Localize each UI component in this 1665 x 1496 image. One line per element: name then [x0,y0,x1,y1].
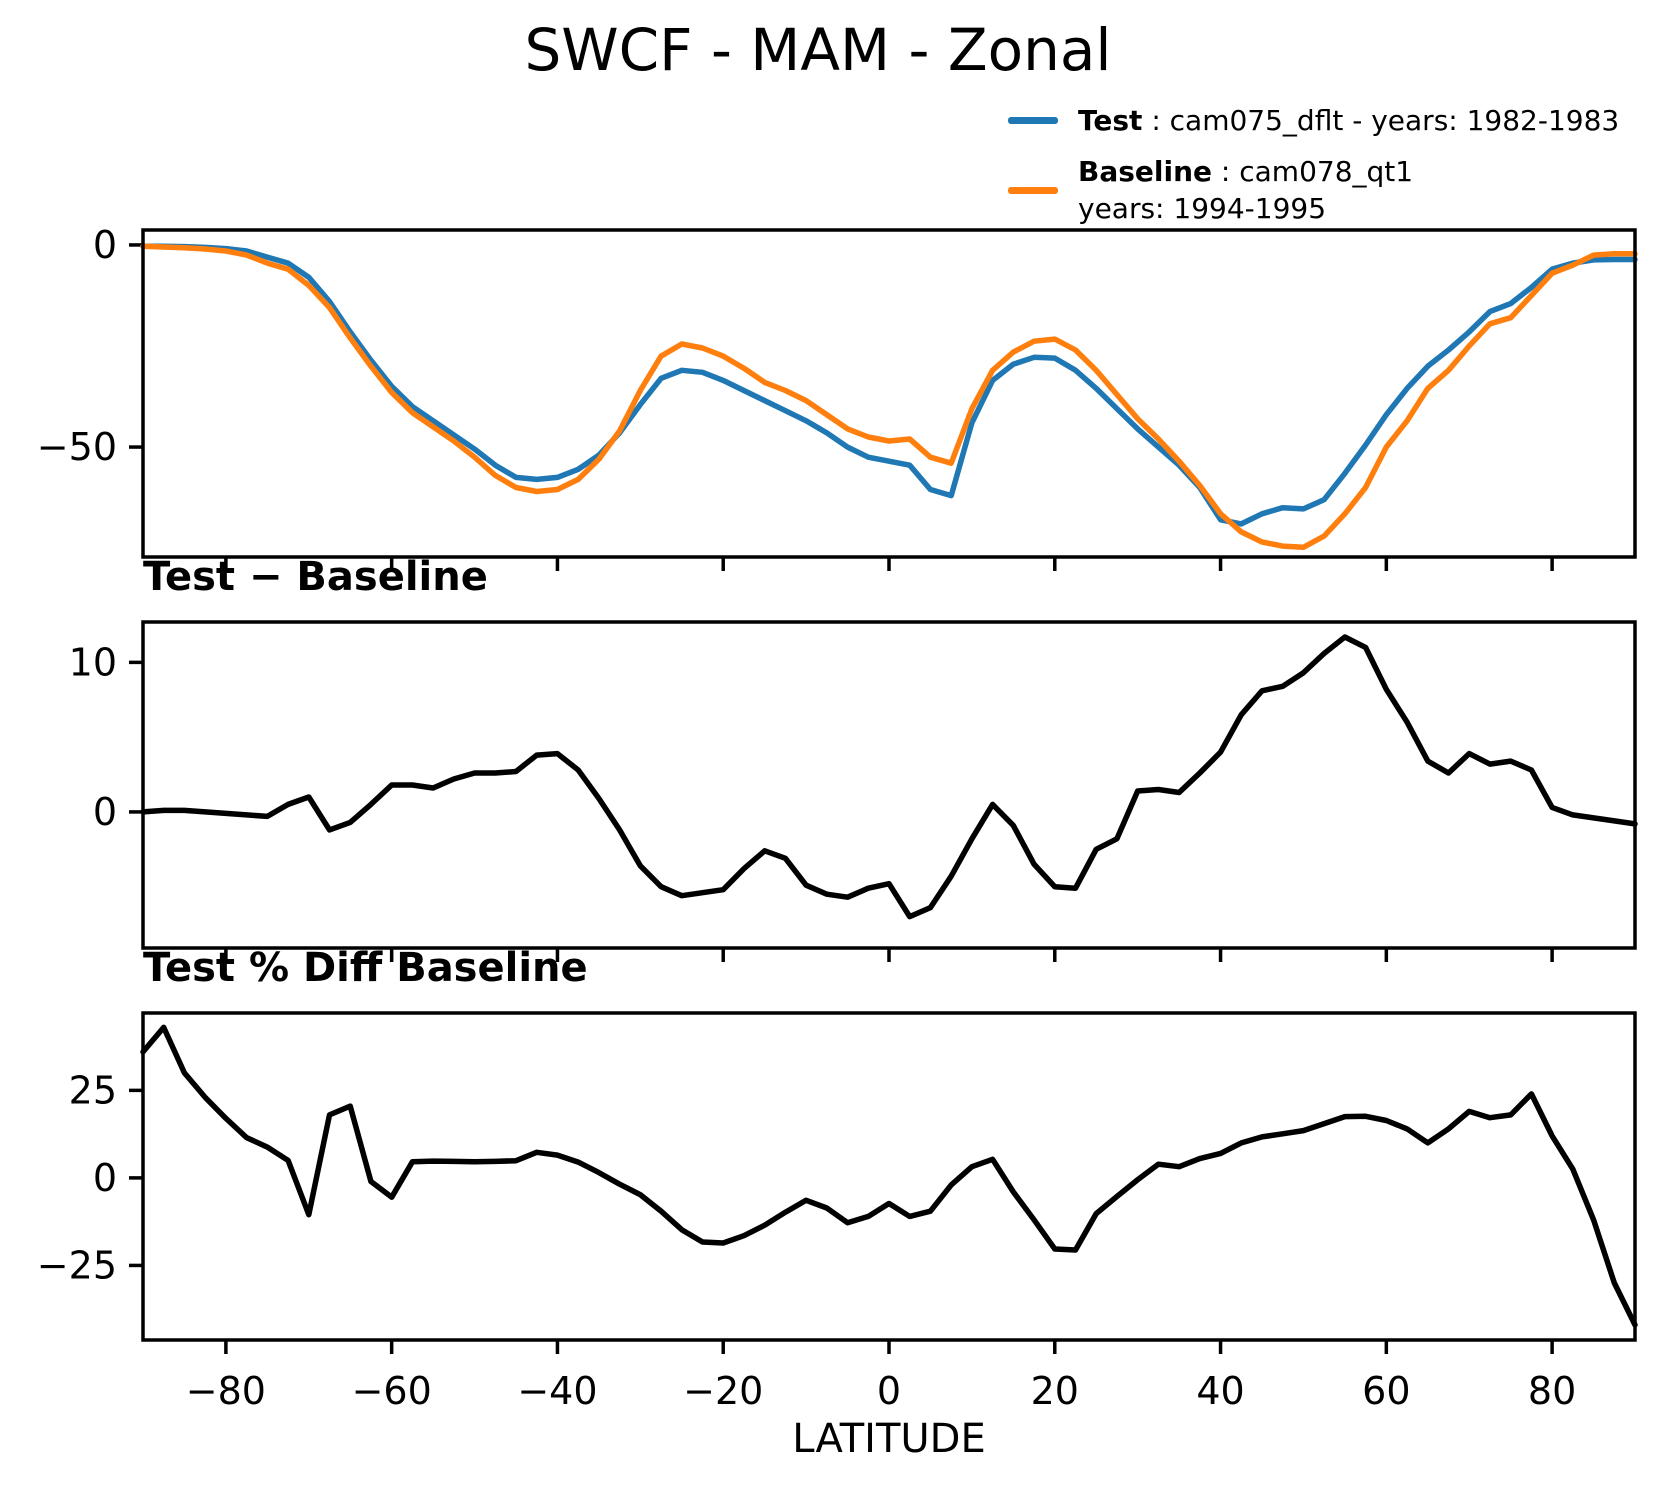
x-tick-label: −40 [517,1369,597,1413]
legend-baseline-line2: years: 1994-1995 [1078,192,1327,225]
test-line [140,243,1638,527]
baseline-line-swatch [1008,186,1058,194]
panel-3-y-tick-label: 25 [69,1068,117,1112]
legend-test-text: Test : cam075_dflt - years: 1982-1983 [1078,102,1619,139]
panel-2-y-tick-label: 10 [69,640,117,684]
legend-baseline-text: Baseline : cam078_qt1 years: 1994-1995 [1078,153,1413,227]
x-tick-label: 60 [1362,1369,1410,1413]
x-tick-label: 20 [1031,1369,1079,1413]
panel-3-y-tick-label: −25 [37,1243,117,1287]
baseline-line [140,243,1638,551]
legend-test-desc: : cam075_dflt - years: 1982-1983 [1142,104,1620,137]
legend-baseline-desc: : cam078_qt1 [1212,155,1414,188]
legend-baseline-line1: Baseline : cam078_qt1 [1078,153,1413,190]
legend-baseline-label: Baseline [1078,155,1213,188]
test-baseline-line [140,634,1638,920]
x-tick-label: 80 [1528,1369,1576,1413]
panel-2-frame [141,620,1637,950]
legend-test-label: Test [1078,104,1143,137]
x-axis-label: LATITUDE [792,1416,986,1462]
panel3-label: Test % Diff Baseline [143,945,588,991]
panel-3-y-tick-label: 0 [93,1156,117,1200]
panel-1-y-tick-label: −50 [37,425,117,469]
panel2-label: Test − Baseline [143,554,488,600]
panel-3-frame [141,1011,1637,1342]
panel-1-frame [141,228,1637,559]
x-tick-label: −60 [352,1369,432,1413]
panel-2-y-tick-label: 0 [93,790,117,834]
legend-entry-test: Test : cam075_dflt - years: 1982-1983 [1008,102,1619,139]
x-tick-label: 0 [877,1369,901,1413]
x-tick-label: 40 [1196,1369,1244,1413]
x-tick-label: −80 [186,1369,266,1413]
test-line-swatch [1008,117,1058,124]
figure-title: SWCF - MAM - Zonal [524,16,1112,84]
test-diff-baseline-line [140,1024,1638,1328]
panel-1-y-tick-label: 0 [93,223,117,267]
legend-entry-baseline: Baseline : cam078_qt1 years: 1994-1995 [1008,153,1619,227]
x-tick-label: −20 [683,1369,763,1413]
legend: Test : cam075_dflt - years: 1982-1983 Ba… [1008,102,1619,227]
